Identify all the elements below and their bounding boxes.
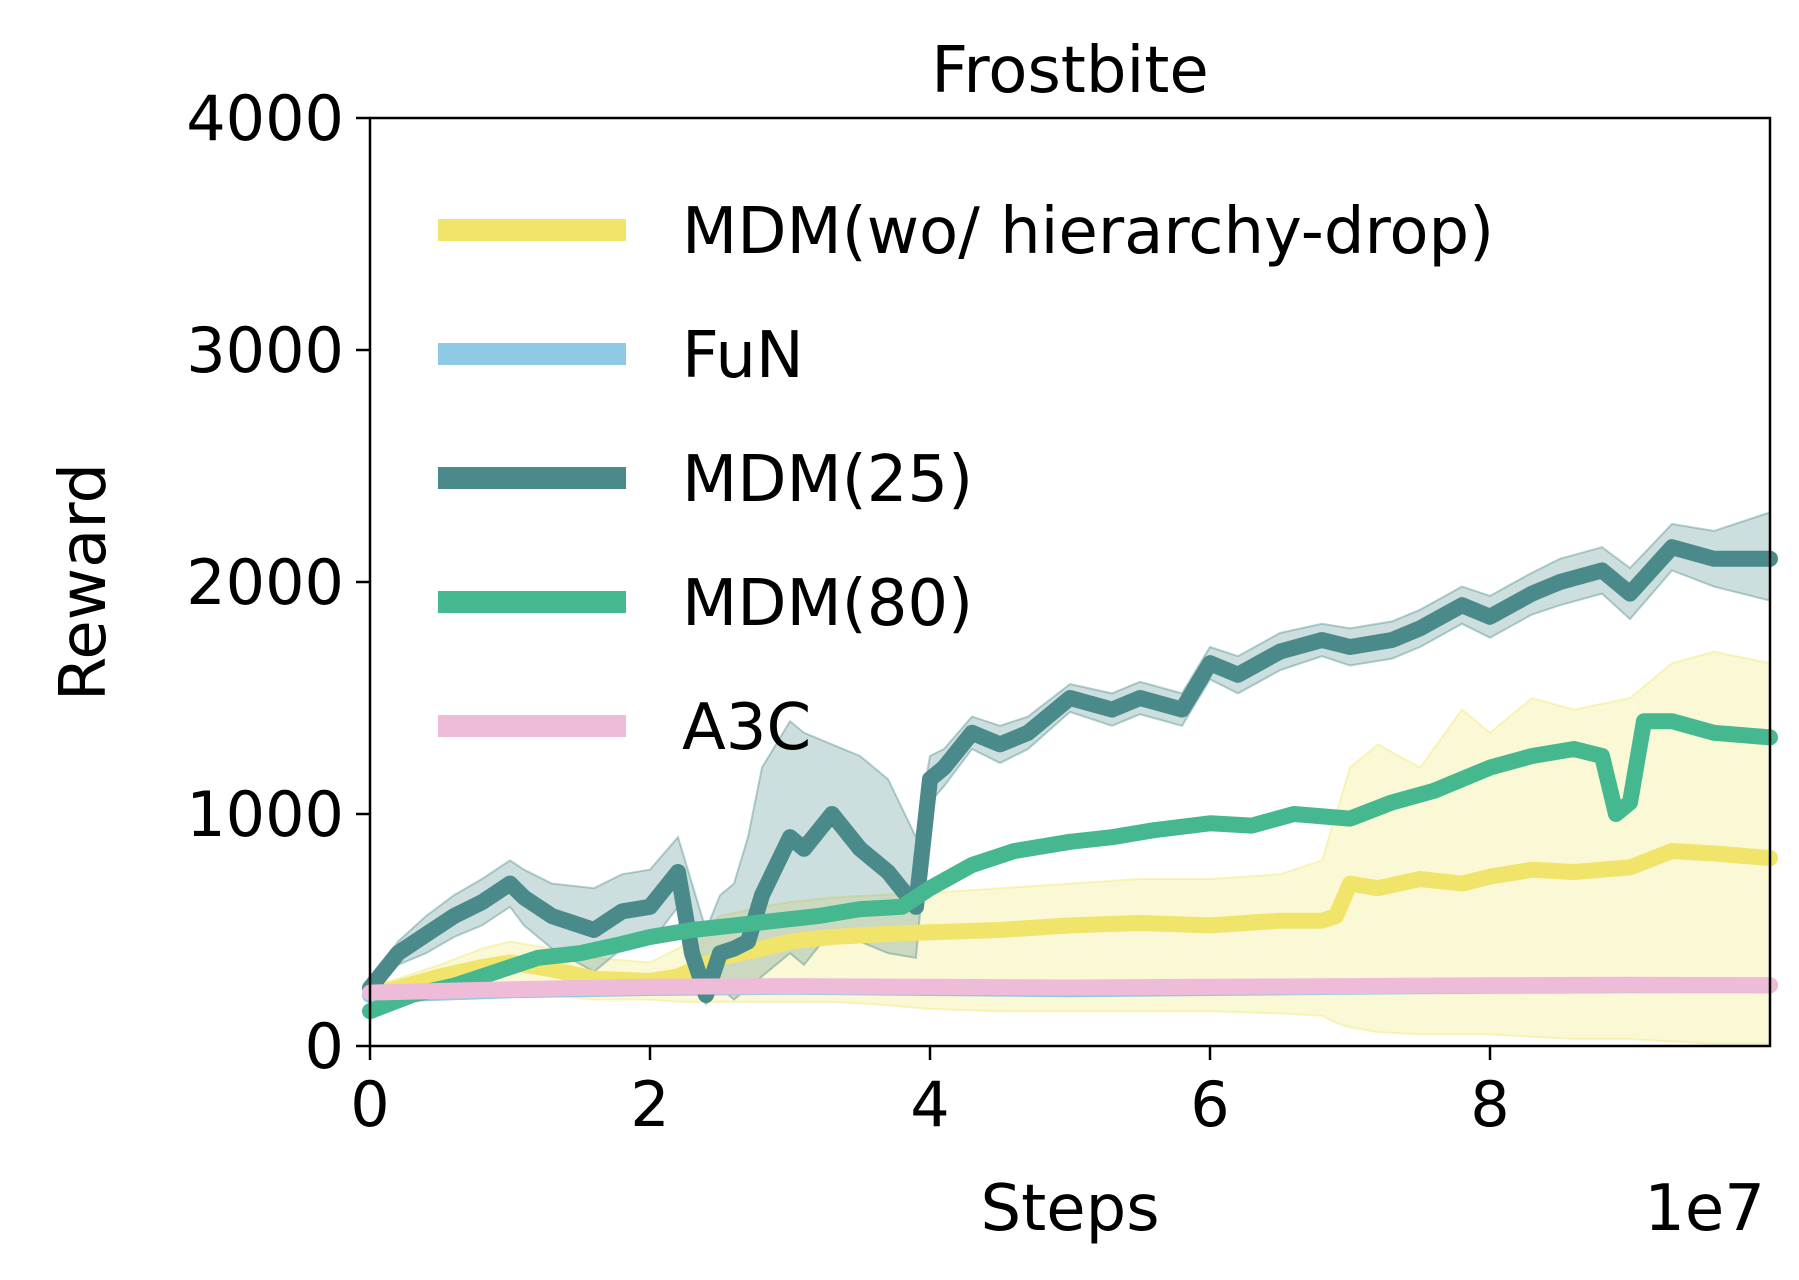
line-mdm-wo-hierarchy-drop (362, 843, 1778, 1003)
line-mdm-25 (362, 539, 1778, 1003)
x-axis-ticks: 0 2 4 6 8 (350, 1046, 1510, 1141)
x-tick-label: 6 (1190, 1068, 1229, 1141)
legend-label-a3c: A3C (682, 691, 811, 765)
x-tick-label: 0 (350, 1068, 389, 1141)
x-tick-label: 4 (910, 1068, 949, 1141)
x-tick-label: 8 (1470, 1068, 1509, 1141)
legend-label-fun: FuN (682, 319, 804, 393)
y-tick-label: 4000 (186, 82, 344, 155)
x-axis-label: Steps (980, 1172, 1159, 1246)
y-tick-label: 3000 (186, 314, 344, 387)
legend-label-mdm-wo-hierarchy-drop: MDM(wo/ hierarchy-drop) (682, 195, 1494, 269)
chart-title: Frostbite (931, 34, 1209, 108)
y-tick-label: 1000 (186, 778, 344, 851)
legend: MDM(wo/ hierarchy-drop) FuN MDM(25) MDM(80)… (438, 195, 1494, 765)
legend-label-mdm-80: MDM(80) (682, 567, 973, 641)
line-a3c (362, 976, 1778, 1001)
x-axis-scale-label: 1e7 (1644, 1172, 1765, 1246)
y-axis-ticks: 0 1000 2000 3000 4000 (186, 82, 370, 1083)
line-mdm-80 (362, 713, 1778, 1020)
series-lines (362, 539, 1778, 1020)
legend-label-mdm-25: MDM(25) (682, 443, 973, 517)
x-tick-label: 2 (630, 1068, 669, 1141)
y-tick-label: 0 (305, 1010, 344, 1083)
y-tick-label: 2000 (186, 546, 344, 619)
y-axis-label: Reward (47, 463, 121, 701)
